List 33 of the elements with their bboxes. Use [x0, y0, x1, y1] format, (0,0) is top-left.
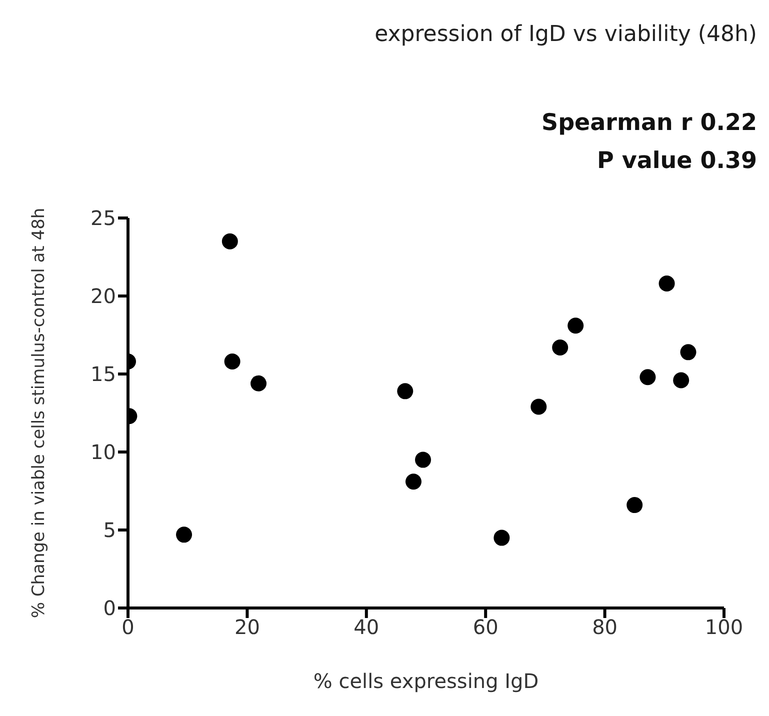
y-tick-label: 0: [103, 596, 116, 620]
text: Spearman r 0.22: [542, 109, 757, 138]
point: [176, 526, 192, 543]
x-tick-label: 0: [122, 615, 134, 640]
point: [415, 452, 432, 468]
point: [397, 383, 414, 400]
chart-title: expression of IgD vs viability (48h): [374, 22, 757, 47]
x-tick-label: 100: [704, 615, 744, 640]
x-tick-label: 20: [234, 615, 260, 640]
point: [224, 354, 240, 370]
y-axis-title: % Change in viable cells stimulus-control at 48h: [29, 208, 50, 618]
y-tick-label: 20: [90, 284, 116, 308]
point: [494, 530, 510, 546]
x-tick-label: 60: [472, 615, 498, 640]
y-tick-label: 10: [90, 440, 116, 464]
point: [680, 344, 696, 360]
x-axis-title: % cells expressing IgD: [313, 669, 539, 693]
point: [552, 339, 568, 356]
x-tick-label: 40: [354, 615, 380, 640]
point: [222, 233, 238, 250]
y-tick-label: 5: [103, 518, 116, 542]
x-tick-label: 80: [592, 615, 618, 640]
point: [568, 318, 584, 334]
point: [640, 369, 656, 386]
point: [626, 497, 643, 514]
point: [530, 398, 547, 415]
text: P value 0.39: [596, 147, 757, 176]
point: [405, 474, 422, 490]
point: [250, 375, 267, 392]
y-tick-label: 25: [90, 206, 116, 230]
point: [673, 372, 690, 388]
point: [658, 276, 675, 292]
y-tick-label: 15: [90, 362, 116, 386]
